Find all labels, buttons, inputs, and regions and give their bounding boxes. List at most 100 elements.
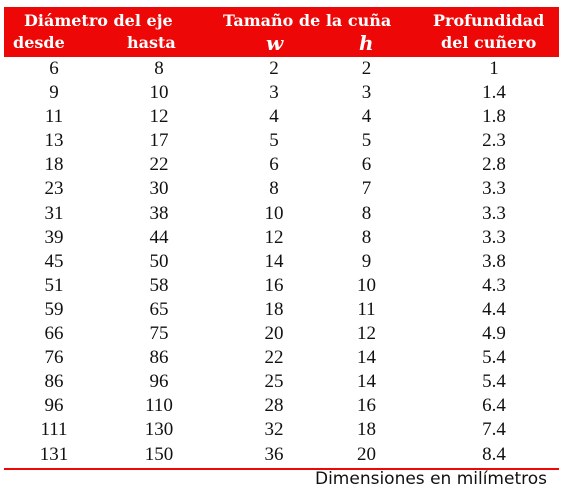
cell-from: 51 <box>44 274 64 296</box>
cell-h: 20 <box>357 443 376 465</box>
cell-depth: 8.4 <box>482 443 506 465</box>
cell-depth: 1 <box>489 58 499 79</box>
cell-from: 18 <box>44 154 64 176</box>
cell-w: 32 <box>264 419 284 441</box>
cell-to: 150 <box>144 443 174 465</box>
bottom-rule <box>4 467 559 470</box>
cell-depth: 4.4 <box>482 298 506 320</box>
cell-from: 31 <box>44 202 64 224</box>
header-h: h <box>359 31 374 55</box>
cell-depth: 1.8 <box>482 106 506 128</box>
cell-to: 44 <box>149 226 169 248</box>
cell-w: 3 <box>269 82 279 104</box>
cell-depth: 1.4 <box>482 82 506 104</box>
cell-to: 30 <box>149 178 169 200</box>
cell-w: 8 <box>269 178 279 200</box>
table-row: 96 110 28 16 6.4 <box>4 394 559 418</box>
table-row: 86 96 25 14 5.4 <box>4 370 559 394</box>
cell-depth: 4.9 <box>482 323 506 345</box>
cell-to: 110 <box>145 395 173 417</box>
cell-to: 10 <box>149 82 169 104</box>
cell-from: 6 <box>49 58 59 79</box>
cell-h: 4 <box>361 106 372 128</box>
table-row: 76 86 22 14 5.4 <box>4 346 559 370</box>
cell-h: 6 <box>361 154 372 176</box>
cell-w: 14 <box>264 250 284 272</box>
table-row: 66 75 20 12 4.9 <box>4 322 559 346</box>
cell-from: 131 <box>39 443 69 465</box>
cell-depth: 2.8 <box>482 154 506 176</box>
table-header: Diámetro del eje desde hasta Tamaño de l… <box>4 7 559 57</box>
cell-depth: 3.3 <box>482 226 506 248</box>
cell-to: 17 <box>149 130 169 152</box>
cell-to: 58 <box>149 274 169 296</box>
cell-w: 4 <box>269 106 279 128</box>
cell-w: 2 <box>269 58 279 79</box>
cell-from: 96 <box>44 395 64 417</box>
table-row: 9 10 3 3 1.4 <box>4 81 559 105</box>
cell-w: 10 <box>264 202 284 224</box>
table-row: 131 150 36 20 8.4 <box>4 443 559 467</box>
cell-h: 5 <box>361 130 372 152</box>
cell-depth: 3.3 <box>482 178 506 200</box>
cell-w: 20 <box>264 323 284 345</box>
table-row: 13 17 5 5 2.3 <box>4 129 559 153</box>
cell-w: 18 <box>264 298 284 320</box>
header-depth-line2: del cuñero <box>441 33 537 52</box>
header-w: w <box>266 31 284 55</box>
cell-w: 25 <box>264 371 284 393</box>
cell-w: 22 <box>264 347 284 369</box>
table-row: 18 22 6 6 2.8 <box>4 153 559 177</box>
cell-depth: 2.3 <box>482 130 506 152</box>
cell-w: 36 <box>264 443 284 465</box>
cell-from: 66 <box>44 323 64 345</box>
cell-h: 2 <box>361 58 372 79</box>
cell-from: 11 <box>44 106 64 128</box>
cell-w: 28 <box>264 395 284 417</box>
cell-h: 16 <box>357 395 376 417</box>
cell-to: 12 <box>149 106 169 128</box>
cell-to: 8 <box>154 58 164 79</box>
table-row: 31 38 10 8 3.3 <box>4 202 559 226</box>
cell-h: 11 <box>357 298 376 320</box>
cell-h: 8 <box>361 226 372 248</box>
cell-from: 76 <box>44 347 64 369</box>
table-row: 51 58 16 10 4.3 <box>4 274 559 298</box>
cell-depth: 5.4 <box>482 347 506 369</box>
cell-to: 38 <box>149 202 169 224</box>
cell-to: 75 <box>149 323 169 345</box>
cell-depth: 4.3 <box>482 274 506 296</box>
table-row: 23 30 8 7 3.3 <box>4 177 559 201</box>
cell-h: 10 <box>357 274 376 296</box>
cell-to: 50 <box>149 250 169 272</box>
cell-depth: 5.4 <box>482 371 506 393</box>
cell-h: 8 <box>361 202 372 224</box>
cell-from: 111 <box>40 419 68 441</box>
cell-h: 7 <box>361 178 372 200</box>
table-row: 6 8 2 2 1 <box>4 57 559 81</box>
table-row: 45 50 14 9 3.8 <box>4 250 559 274</box>
cell-from: 45 <box>44 250 64 272</box>
cell-h: 14 <box>357 347 376 369</box>
cell-depth: 7.4 <box>482 419 506 441</box>
keyway-table: Diámetro del eje desde hasta Tamaño de l… <box>4 7 559 470</box>
cell-depth: 3.8 <box>482 250 506 272</box>
header-from: desde <box>13 33 65 52</box>
cell-from: 9 <box>49 82 59 104</box>
cell-from: 23 <box>44 178 64 200</box>
cell-to: 130 <box>144 419 174 441</box>
cell-depth: 6.4 <box>482 395 506 417</box>
cell-h: 12 <box>357 323 376 345</box>
cell-to: 65 <box>149 298 169 320</box>
table-row: 111 130 32 18 7.4 <box>4 418 559 442</box>
cell-depth: 3.3 <box>482 202 506 224</box>
cell-from: 86 <box>44 371 64 393</box>
header-key-size: Tamaño de la cuña <box>223 11 392 30</box>
header-depth-line1: Profundidad <box>433 11 545 30</box>
cell-from: 39 <box>44 226 64 248</box>
header-shaft-diameter: Diámetro del eje <box>24 11 173 30</box>
cell-h: 9 <box>361 250 372 272</box>
cell-h: 3 <box>361 82 372 104</box>
cell-from: 59 <box>44 298 64 320</box>
cell-from: 13 <box>44 130 64 152</box>
